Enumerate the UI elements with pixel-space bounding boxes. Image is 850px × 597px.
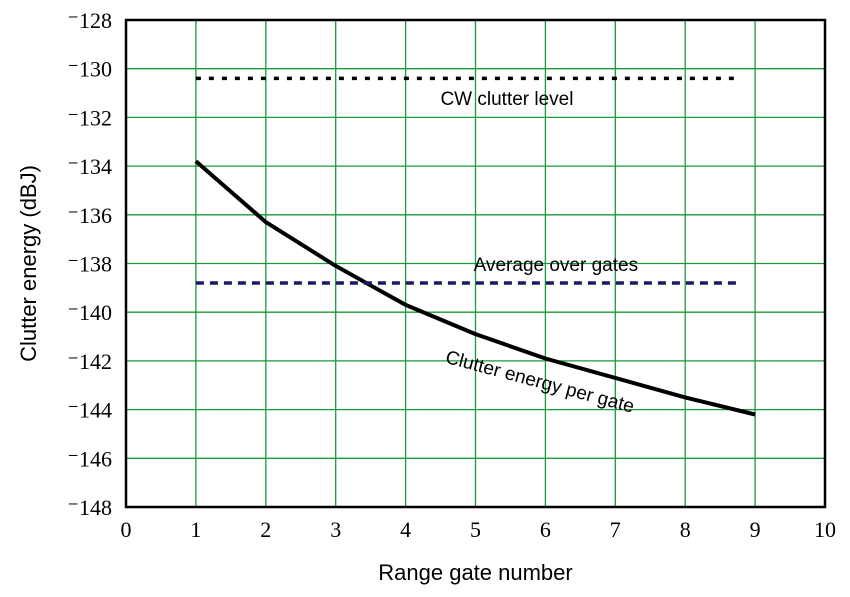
x-axis-label: Range gate number — [378, 560, 572, 585]
y-tick-label: ⁻132 — [67, 105, 112, 130]
x-tick-label: 9 — [750, 517, 761, 542]
annotation-0: CW clutter level — [440, 89, 573, 110]
series-layer — [194, 76, 756, 417]
y-tick-label: ⁻134 — [67, 154, 112, 179]
y-tick-label: ⁻140 — [67, 300, 112, 325]
y-tick-label: ⁻130 — [67, 57, 112, 82]
y-tick-label: ⁻142 — [67, 349, 112, 374]
x-tick-label: 6 — [540, 517, 551, 542]
x-tick-label: 7 — [610, 517, 621, 542]
y-tick-label: ⁻138 — [67, 252, 112, 277]
y-tick-label: ⁻146 — [67, 446, 112, 471]
x-tick-label: 4 — [400, 517, 411, 542]
y-tick-label: ⁻148 — [67, 495, 112, 520]
annotation-1: Average over gates — [474, 255, 638, 276]
y-tick-labels: ⁻128 ⁻130 ⁻132 ⁻134 ⁻136 ⁻138 ⁻140 ⁻142 ⁻144 ⁻146… — [67, 8, 112, 520]
series-line-0 — [194, 159, 756, 417]
x-tick-labels: 0 1 2 3 4 5 6 7 8 9 10 — [121, 517, 837, 542]
x-tick-label: 3 — [330, 517, 341, 542]
x-tick-label: 2 — [260, 517, 271, 542]
y-tick-label: ⁻136 — [67, 203, 112, 228]
plot-frame — [124, 18, 827, 509]
x-tick-label: 10 — [814, 517, 836, 542]
y-axis-label: Clutter energy (dBJ) — [16, 165, 41, 362]
y-tick-label: ⁻128 — [67, 8, 112, 33]
y-tick-label: ⁻144 — [67, 398, 112, 423]
x-tick-label: 0 — [121, 517, 132, 542]
x-tick-label: 1 — [190, 517, 201, 542]
x-tick-label: 5 — [470, 517, 481, 542]
x-tick-label: 8 — [680, 517, 691, 542]
